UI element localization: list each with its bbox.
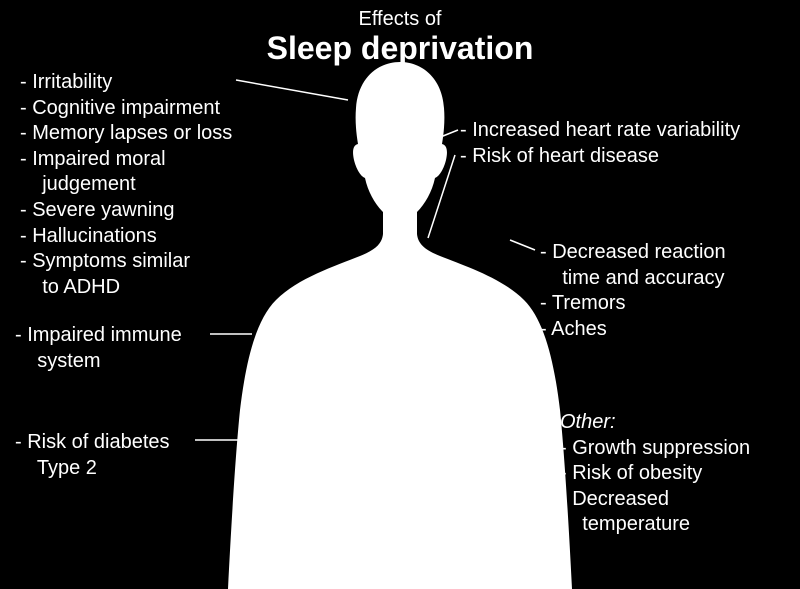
effect-item: - Tremors <box>540 291 726 317</box>
effect-item: - Risk of obesity <box>560 461 750 487</box>
effect-item: - Increased heart rate variability <box>460 118 740 144</box>
group-muscular: - Decreased reaction time and accuracy- … <box>540 240 726 342</box>
effect-item: - Decreased reaction time and accuracy <box>540 240 726 291</box>
group-immune: - Impaired immune system <box>15 323 182 374</box>
effect-item: - Impaired moral judgement <box>20 147 232 198</box>
effect-item: - Cognitive impairment <box>20 96 232 122</box>
effect-item: - Irritability <box>20 70 232 96</box>
effect-item: - Memory lapses or loss <box>20 121 232 147</box>
effect-item: - Hallucinations <box>20 224 232 250</box>
effect-item: - Symptoms similar to ADHD <box>20 249 232 300</box>
effect-item: - Growth suppression <box>560 436 750 462</box>
effect-item: - Risk of heart disease <box>460 144 740 170</box>
effect-item: - Decreased temperature <box>560 487 750 538</box>
effect-item: - Risk of diabetes Type 2 <box>15 430 170 481</box>
group-diabetes: - Risk of diabetes Type 2 <box>15 430 170 481</box>
effect-item: - Aches <box>540 317 726 343</box>
group-other: Other:- Growth suppression- Risk of obes… <box>560 410 750 538</box>
effect-item: - Impaired immune system <box>15 323 182 374</box>
title-main: Sleep deprivation <box>0 30 800 67</box>
group-brain: - Irritability- Cognitive impairment- Me… <box>20 70 232 300</box>
title-prefix: Effects of <box>0 8 800 31</box>
group-heart: - Increased heart rate variability- Risk… <box>460 118 740 169</box>
effect-item: - Severe yawning <box>20 198 232 224</box>
group-header: Other: <box>560 410 750 436</box>
